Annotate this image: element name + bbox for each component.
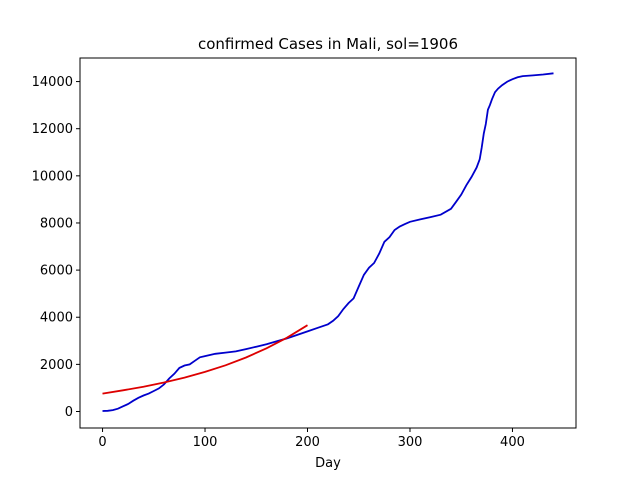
y-tick-label: 12000 [32, 122, 73, 137]
x-axis: 0 100 200 300 400 [98, 428, 525, 450]
series-line-1 [102, 324, 308, 395]
x-tick-label: 100 [193, 435, 218, 450]
plot-frame [79, 57, 577, 429]
plot-area [102, 72, 554, 412]
y-tick-label: 4000 [40, 311, 73, 326]
x-tick-label: 400 [500, 435, 525, 450]
y-tick-label: 10000 [32, 169, 73, 184]
y-axis: 0 2000 4000 6000 8000 10000 12000 14000 [32, 75, 80, 420]
y-tick-label: 6000 [40, 264, 73, 279]
y-tick-label: 2000 [40, 358, 73, 373]
x-tick-label: 200 [295, 435, 320, 450]
x-axis-label: Day [315, 456, 341, 471]
x-tick-label: 300 [398, 435, 423, 450]
y-tick-label: 0 [65, 405, 73, 420]
y-tick-label: 14000 [32, 75, 73, 90]
chart-title: confirmed Cases in Mali, sol=1906 [198, 35, 458, 53]
x-tick-label: 0 [98, 435, 106, 450]
series-line-0 [102, 72, 554, 412]
y-tick-label: 8000 [40, 216, 73, 231]
